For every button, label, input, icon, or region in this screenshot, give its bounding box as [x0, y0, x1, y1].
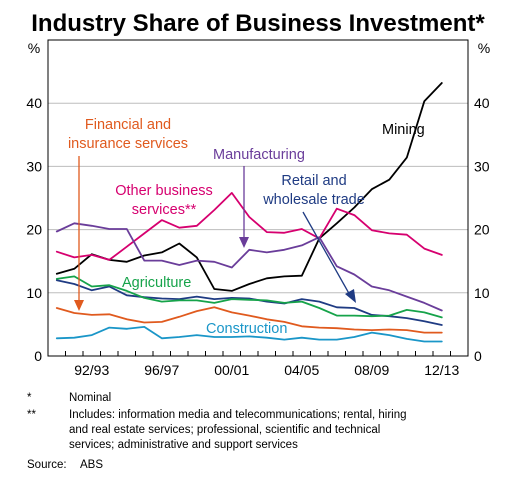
footnote-nominal-marker: *: [27, 392, 32, 404]
label-manufacturing: Manufacturing: [213, 147, 305, 163]
x-tick-label: 04/05: [284, 362, 319, 378]
series-line-other_business: [55, 191, 443, 261]
footnote-includes-line3: services; administrative and support ser…: [69, 439, 298, 451]
y-tick-label-left: 10: [26, 285, 42, 301]
label-construction: Construction: [206, 321, 287, 337]
series-line-agriculture: [55, 275, 443, 319]
y-tick-label-left: 30: [26, 158, 42, 174]
x-tick-label: 12/13: [424, 362, 459, 378]
footnote-includes-marker: **: [27, 409, 36, 421]
series-line-construction: [55, 325, 443, 343]
x-tick-label: 92/93: [74, 362, 109, 378]
label-financial-1: Financial and: [85, 117, 171, 133]
y-tick-label-left: 40: [26, 95, 42, 111]
chart-title: Industry Share of Business Investment*: [31, 10, 485, 37]
footnote-nominal-text: Nominal: [69, 392, 112, 404]
x-tick-label: 08/09: [354, 362, 389, 378]
label-retail-2: wholesale trade: [262, 192, 365, 208]
y-axis-ticks: 0 0 10 10 20 20 30 30 40 40: [26, 95, 489, 364]
series-line-financial: [55, 306, 443, 334]
footnote-includes-line1: Includes: information media and telecomm…: [69, 409, 407, 421]
x-tick-label: 00/01: [214, 362, 249, 378]
source-label: Source:: [27, 459, 67, 471]
x-tick-label: 96/97: [144, 362, 179, 378]
label-mining: Mining: [382, 122, 425, 138]
label-financial-2: insurance services: [68, 136, 188, 152]
series-line-manufacturing: [55, 222, 443, 312]
y-tick-label-right: 40: [474, 95, 490, 111]
plot-frame: [47, 39, 469, 357]
label-other-1: Other business: [115, 183, 213, 199]
series-lines: [55, 82, 443, 343]
arrow-retail-shaft: [302, 211, 352, 298]
y-tick-label-right: 30: [474, 158, 490, 174]
y-tick-label-right: 10: [474, 285, 490, 301]
arrow-financial-head: [74, 300, 84, 311]
y-tick-label-left: 20: [26, 222, 42, 238]
arrow-retail-head: [345, 289, 356, 303]
footnote-includes-line2: and real estate services; professional, …: [69, 424, 381, 436]
x-axis-ticks: 92/93 96/97 00/01 04/05 08/09 12/13: [47, 351, 469, 378]
label-agriculture: Agriculture: [122, 275, 191, 291]
label-retail-1: Retail and: [281, 173, 346, 189]
label-other-2: services**: [132, 202, 197, 218]
series-line-mining: [55, 82, 443, 292]
arrow-manufacturing-head: [239, 237, 249, 248]
source-value: ABS: [80, 459, 104, 471]
y-tick-label-left: 0: [34, 348, 42, 364]
y-tick-label-right: 20: [474, 222, 490, 238]
y-unit-left: %: [28, 40, 40, 56]
y-tick-label-right: 0: [474, 348, 482, 364]
y-unit-right: %: [478, 40, 490, 56]
chart: Industry Share of Business Investment* 0…: [26, 10, 490, 378]
